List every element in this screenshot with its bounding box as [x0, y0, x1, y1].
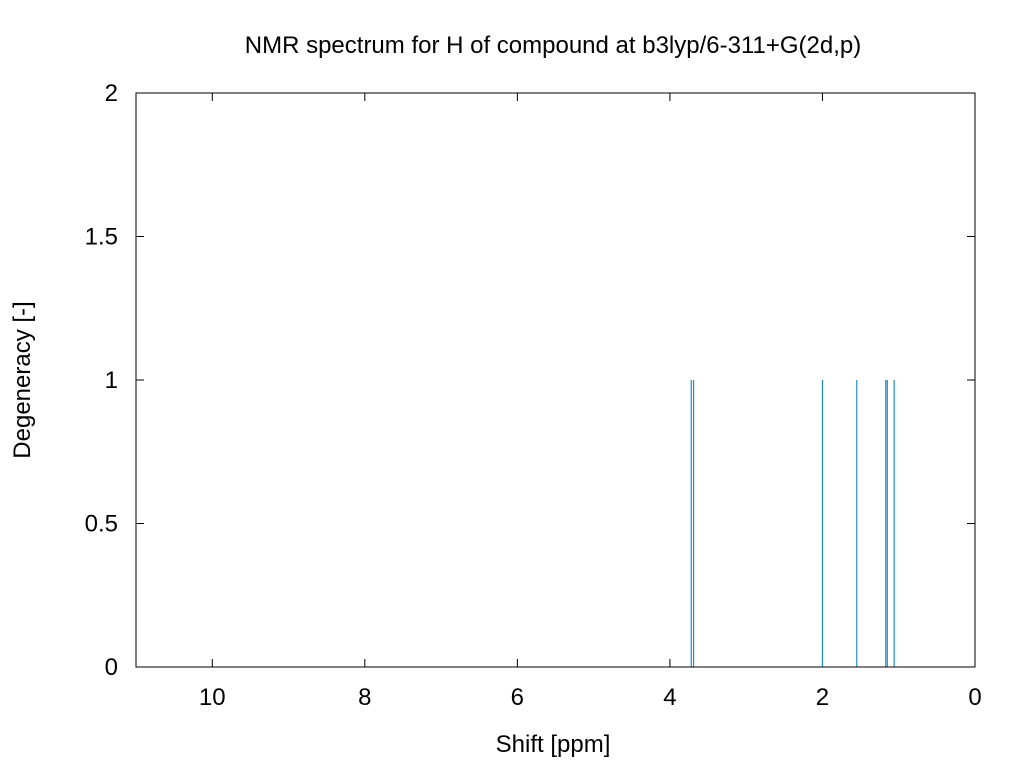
- x-tick-label: 6: [511, 684, 524, 711]
- x-tick-label: 8: [358, 684, 371, 711]
- x-tick-label: 10: [199, 684, 226, 711]
- x-tick-label: 4: [663, 684, 676, 711]
- y-tick-label: 0.5: [85, 511, 118, 538]
- y-tick-label: 2: [105, 80, 118, 107]
- chart-title: NMR spectrum for H of compound at b3lyp/…: [245, 32, 862, 59]
- y-tick-label: 1: [105, 367, 118, 394]
- plot-frame: [135, 92, 976, 668]
- x-tick-label: 2: [816, 684, 829, 711]
- y-axis-label: Degeneracy [-]: [9, 301, 36, 458]
- plot-area: 10 8 6 4 2 0 0 0.5 1 1.5 2: [85, 80, 982, 711]
- y-tick-label: 1.5: [85, 224, 118, 251]
- x-axis-label: Shift [ppm]: [496, 731, 611, 758]
- x-tick-label: 0: [968, 684, 981, 711]
- y-tick-label: 0: [105, 654, 118, 681]
